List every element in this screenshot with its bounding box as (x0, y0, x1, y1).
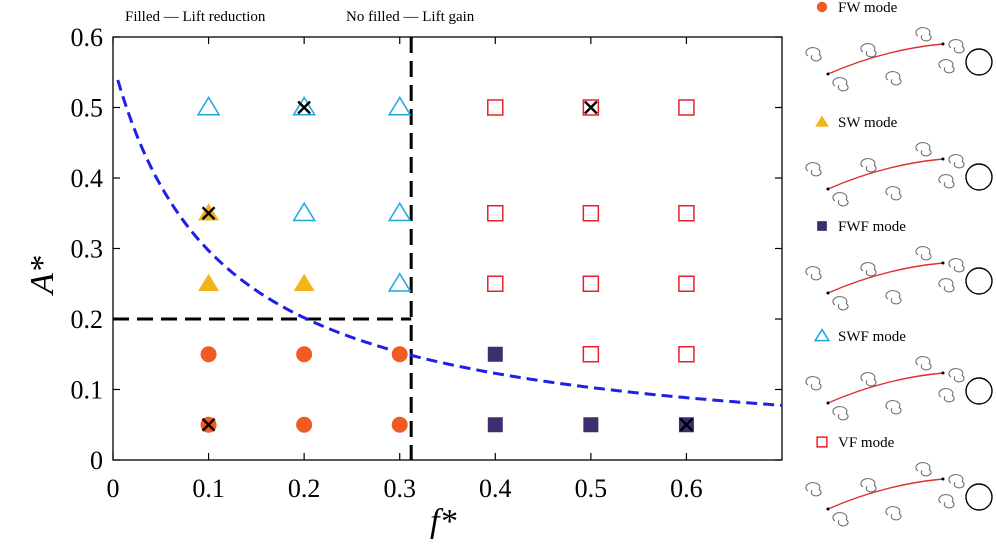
x-tick-label: 0.1 (192, 474, 225, 503)
x-tick-label: 0.5 (575, 474, 608, 503)
legend-marker (816, 436, 828, 448)
cross-mark (679, 417, 694, 432)
legend-label: FWF mode (838, 219, 906, 235)
fwf-mode-point (487, 417, 503, 433)
x-tick-label: 0.4 (479, 474, 512, 503)
x-tick-label: 0 (107, 474, 120, 503)
fwf-mode-point (487, 346, 503, 362)
legend: FW mode SW mode FWF mode SWF mode VF mode (805, 0, 993, 527)
y-axis-label: A* (24, 256, 61, 296)
legend-item: FW mode (805, 0, 993, 92)
x-tick-label: 0.2 (288, 474, 321, 503)
legend-item: FWF mode (805, 219, 993, 311)
swf-mode-point (292, 96, 316, 116)
legend-sketch (805, 462, 993, 527)
x-tick-label: 0.3 (383, 474, 416, 503)
fw-mode-point (391, 346, 408, 363)
fwf-mode-point (583, 417, 599, 433)
cross-mark (584, 100, 598, 115)
vf-mode-point (582, 346, 600, 363)
cross-mark (297, 100, 311, 115)
vf-mode-point (678, 99, 695, 116)
vf-mode-point (582, 99, 600, 116)
fw-mode-point (391, 416, 408, 433)
vf-mode-point (678, 346, 695, 363)
y-tick-label: 0.3 (71, 235, 104, 264)
y-tick-label: 0.4 (71, 164, 104, 193)
swf-mode-point (292, 201, 316, 222)
fit-curve (116, 79, 783, 407)
axis-ticks: 0 0.1 0.2 0.3 0.4 0.5 0.6 0 0.1 0.2 0.3 0.4 0.5 0.6 (71, 23, 782, 503)
swf-mode-point (387, 96, 412, 116)
legend-sketch (805, 142, 993, 207)
legend-sketch (805, 356, 993, 421)
legend-item: VF mode (805, 435, 993, 527)
plot-background (112, 36, 783, 461)
legend-sketch (805, 27, 993, 92)
cross-mark (201, 206, 216, 221)
legend-label: SW mode (838, 115, 898, 131)
cross-marks (201, 100, 694, 432)
swf-mode-point (387, 201, 412, 222)
y-tick-label: 0.2 (71, 305, 104, 334)
legend-sketch (805, 246, 993, 311)
boundary-curve (116, 79, 783, 407)
fw-mode-point (296, 416, 313, 433)
vf-mode-point (487, 275, 504, 292)
vf-mode-point (582, 205, 600, 222)
plot-area (112, 36, 783, 461)
vf-mode-point (582, 275, 600, 292)
annotation-unfilled: No filled — Lift gain (346, 9, 475, 25)
reference-lines (113, 37, 413, 460)
legend-marker (817, 221, 827, 231)
fw-mode-point (200, 346, 217, 363)
sw-mode-point (293, 273, 315, 291)
y-tick-label: 0 (90, 446, 103, 475)
y-tick-label: 0.6 (71, 23, 104, 52)
x-axis-label: f* (430, 503, 456, 540)
x-tick-label: 0.6 (670, 474, 703, 503)
sw-mode-point (198, 273, 220, 291)
vf-mode-point (487, 205, 504, 222)
legend-item: SW mode (805, 115, 993, 207)
cross-mark (201, 417, 216, 432)
vf-mode-point (678, 205, 695, 222)
legend-label: FW mode (838, 0, 898, 16)
legend-marker (815, 115, 829, 127)
legend-marker (816, 1, 828, 13)
legend-item: SWF mode (805, 328, 993, 421)
vf-mode-point (678, 275, 695, 292)
legend-label: SWF mode (838, 329, 906, 345)
y-tick-label: 0.1 (71, 376, 104, 405)
legend-label: VF mode (838, 435, 895, 451)
fw-mode-point (296, 346, 313, 363)
y-tick-label: 0.5 (71, 94, 104, 123)
swf-mode-point (196, 96, 221, 116)
annotation-filled: Filled — Lift reduction (125, 9, 266, 25)
legend-marker (813, 328, 831, 342)
vf-mode-point (487, 99, 504, 116)
swf-mode-point (387, 272, 412, 292)
